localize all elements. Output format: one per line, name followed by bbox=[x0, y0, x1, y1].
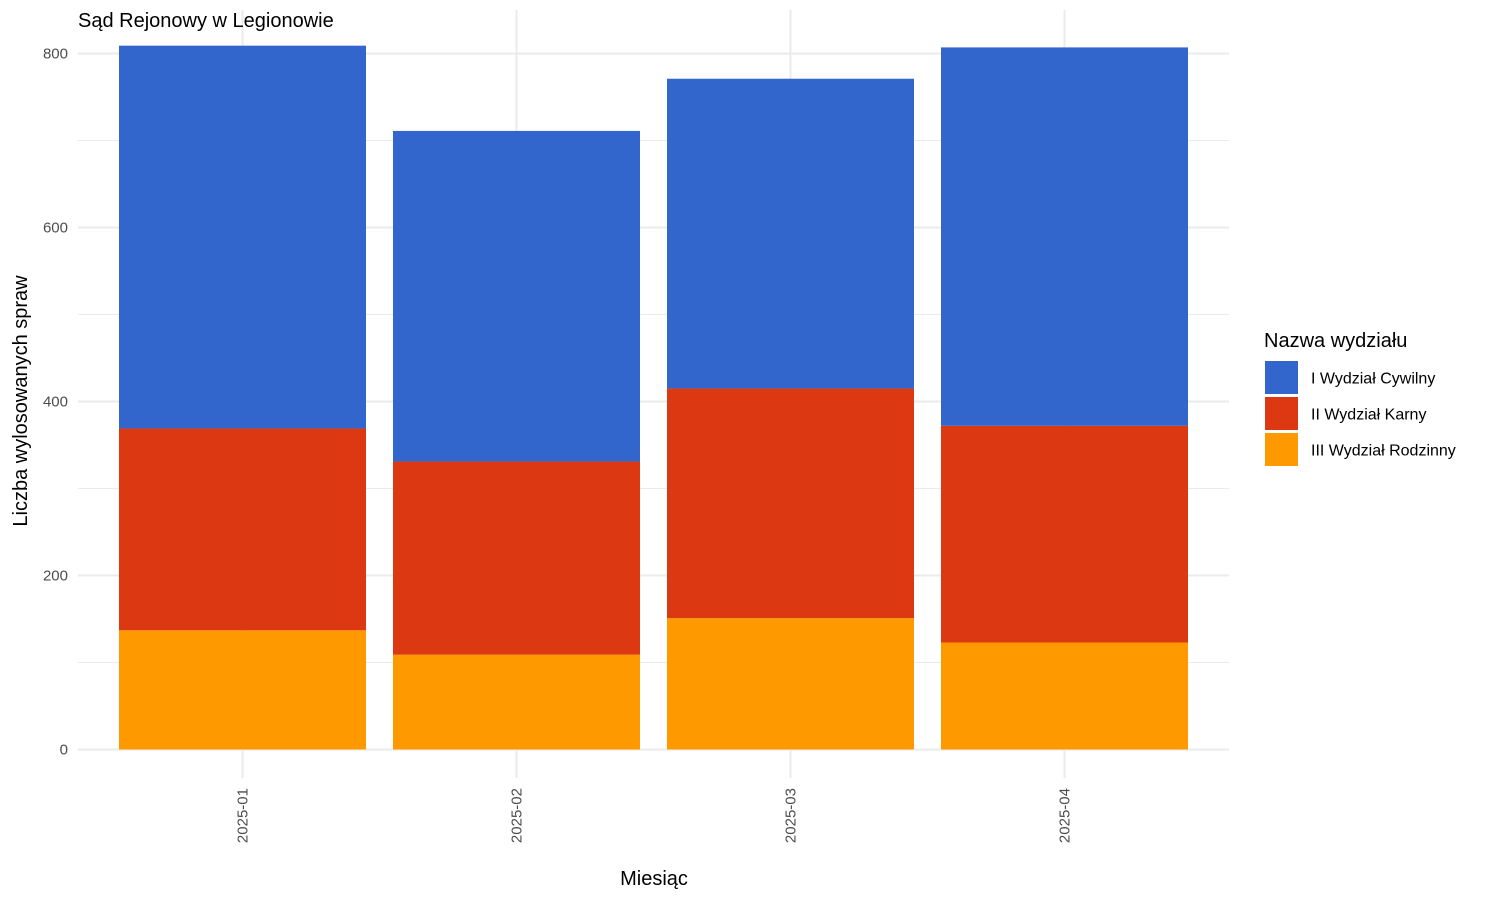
bar-segment-i-wydzia-cywilny-2025-02 bbox=[393, 130, 640, 462]
chart-title: Sąd Rejonowy w Legionowie bbox=[78, 10, 334, 32]
bar-segment-i-wydzia-cywilny-2025-01 bbox=[119, 45, 366, 429]
bars-layer bbox=[119, 45, 1188, 750]
legend: Nazwa wydziału I Wydział Cywilny II Wydzi… bbox=[1264, 330, 1456, 466]
y-tick-label: 0 bbox=[60, 742, 68, 759]
legend-label: II Wydział Karny bbox=[1311, 407, 1426, 424]
legend-swatch bbox=[1265, 433, 1298, 466]
bar-segment-iii-wydzia-rodzinny-2025-04 bbox=[941, 642, 1188, 750]
legend-label: I Wydział Cywilny bbox=[1311, 371, 1435, 388]
bar-segment-iii-wydzia-rodzinny-2025-03 bbox=[667, 618, 914, 750]
x-tick-label: 2025-04 bbox=[1057, 788, 1074, 843]
legend-title: Nazwa wydziału bbox=[1264, 330, 1407, 352]
y-tick-label: 400 bbox=[43, 394, 68, 411]
y-tick-label: 200 bbox=[43, 568, 68, 585]
x-tick-label: 2025-02 bbox=[509, 788, 526, 843]
legend-label: III Wydział Rodzinny bbox=[1311, 443, 1456, 460]
bar-segment-ii-wydzia-karny-2025-03 bbox=[667, 388, 914, 619]
bar-segment-iii-wydzia-rodzinny-2025-01 bbox=[119, 630, 366, 750]
y-tick-label: 800 bbox=[43, 46, 68, 63]
x-axis-title: Miesiąc bbox=[620, 868, 688, 890]
x-tick-label: 2025-03 bbox=[783, 788, 800, 843]
bar-segment-iii-wydzia-rodzinny-2025-02 bbox=[393, 654, 640, 750]
legend-swatch bbox=[1265, 361, 1298, 394]
legend-swatch bbox=[1265, 397, 1298, 430]
axis-layer: 0 200 400 600 800 2025-01 2025-02 2025-03 2025-0… bbox=[43, 46, 1074, 844]
bar-segment-i-wydzia-cywilny-2025-03 bbox=[667, 78, 914, 389]
bar-segment-ii-wydzia-karny-2025-04 bbox=[941, 425, 1188, 643]
bar-segment-ii-wydzia-karny-2025-01 bbox=[119, 428, 366, 631]
bar-segment-ii-wydzia-karny-2025-02 bbox=[393, 461, 640, 655]
y-axis-title: Liczba wylosowanych spraw bbox=[10, 275, 32, 527]
x-tick-label: 2025-01 bbox=[235, 788, 252, 843]
bar-segment-i-wydzia-cywilny-2025-04 bbox=[941, 47, 1188, 426]
legend-items: I Wydział Cywilny II Wydział Karny III Wyd… bbox=[1265, 361, 1456, 466]
y-tick-label: 600 bbox=[43, 220, 68, 237]
